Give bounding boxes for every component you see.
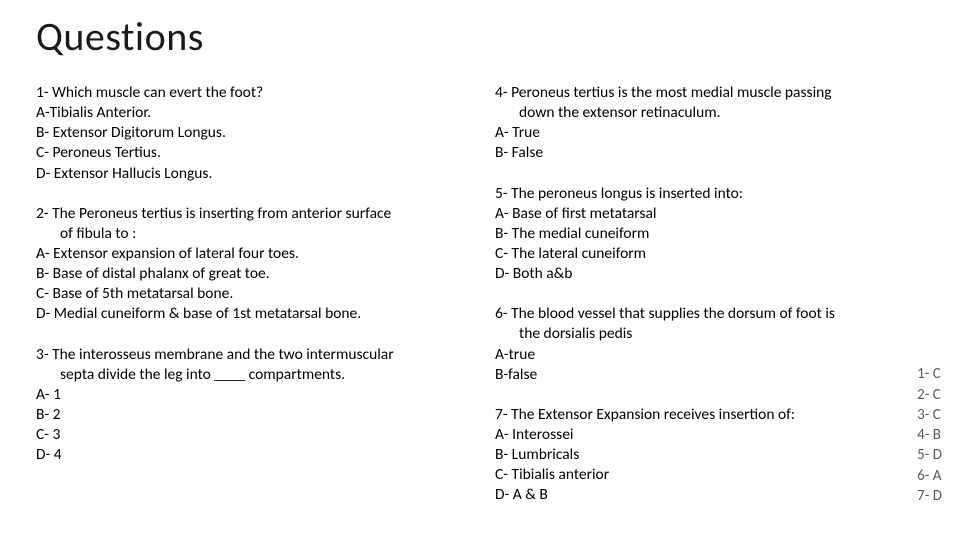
q6-option-b: B-false [495, 365, 924, 385]
q5-prompt: 5- The peroneus longus is inserted into: [495, 184, 924, 204]
q4-prompt-line2: down the extensor retinaculum. [495, 103, 924, 123]
q5-option-a: A- Base of first metatarsal [495, 204, 924, 224]
q2-option-b: B- Base of distal phalanx of great toe. [36, 264, 465, 284]
q7-option-a: A- Interossei [495, 425, 924, 445]
q2-option-a: A- Extensor expansion of lateral four to… [36, 244, 465, 264]
q5-option-c: C- The lateral cuneiform [495, 244, 924, 264]
q7-prompt: 7- The Extensor Expansion receives inser… [495, 405, 924, 425]
question-2: 2- The Peroneus tertius is inserting fro… [36, 204, 465, 325]
q4-option-b: B- False [495, 143, 924, 163]
q3-option-c: C- 3 [36, 425, 465, 445]
q5-option-d: D- Both a&b [495, 264, 924, 284]
q3-prompt-line1: 3- The interosseus membrane and the two … [36, 345, 465, 365]
q7-option-d: D- A & B [495, 485, 924, 505]
q2-option-c: C- Base of 5th metatarsal bone. [36, 284, 465, 304]
question-3: 3- The interosseus membrane and the two … [36, 345, 465, 466]
q7-option-c: C- Tibialis anterior [495, 465, 924, 485]
answer-7: 7- D [917, 486, 942, 506]
page-title: Questions [36, 12, 924, 61]
q6-prompt-line1: 6- The blood vessel that supplies the do… [495, 304, 924, 324]
q3-option-b: B- 2 [36, 405, 465, 425]
question-7: 7- The Extensor Expansion receives inser… [495, 405, 924, 506]
answer-4: 4- B [917, 425, 942, 445]
slide: Questions 1- Which muscle can evert the … [0, 0, 960, 540]
q1-option-d: D- Extensor Hallucis Longus. [36, 164, 465, 184]
answer-3: 3- C [917, 405, 942, 425]
q7-option-b: B- Lumbricals [495, 445, 924, 465]
q1-option-c: C- Peroneus Tertius. [36, 143, 465, 163]
q4-prompt-line1: 4- Peroneus tertius is the most medial m… [495, 83, 924, 103]
q5-option-b: B- The medial cuneiform [495, 224, 924, 244]
answer-5: 5- D [917, 445, 942, 465]
q3-prompt-line2: septa divide the leg into ____ compartme… [36, 365, 465, 385]
q1-prompt: 1- Which muscle can evert the foot? [36, 83, 465, 103]
q2-prompt-line1: 2- The Peroneus tertius is inserting fro… [36, 204, 465, 224]
q2-option-d: D- Medial cuneiform & base of 1st metata… [36, 304, 465, 324]
answer-1: 1- C [917, 364, 942, 384]
q3-option-d: D- 4 [36, 445, 465, 465]
question-4: 4- Peroneus tertius is the most medial m… [495, 83, 924, 164]
q1-option-a: A-Tibialis Anterior. [36, 103, 465, 123]
answer-6: 6- A [917, 466, 942, 486]
question-6: 6- The blood vessel that supplies the do… [495, 304, 924, 385]
left-column: 1- Which muscle can evert the foot? A-Ti… [36, 83, 465, 526]
columns: 1- Which muscle can evert the foot? A-Ti… [36, 83, 924, 526]
q1-option-b: B- Extensor Digitorum Longus. [36, 123, 465, 143]
q2-prompt-line2: of fibula to : [36, 224, 465, 244]
answer-2: 2- C [917, 385, 942, 405]
q3-option-a: A- 1 [36, 385, 465, 405]
question-1: 1- Which muscle can evert the foot? A-Ti… [36, 83, 465, 184]
question-5: 5- The peroneus longus is inserted into:… [495, 184, 924, 285]
answer-key: 1- C 2- C 3- C 4- B 5- D 6- A 7- D [917, 364, 942, 506]
q6-prompt-line2: the dorsialis pedis [495, 324, 924, 344]
q4-option-a: A- True [495, 123, 924, 143]
q6-option-a: A-true [495, 345, 924, 365]
right-column: 4- Peroneus tertius is the most medial m… [495, 83, 924, 526]
